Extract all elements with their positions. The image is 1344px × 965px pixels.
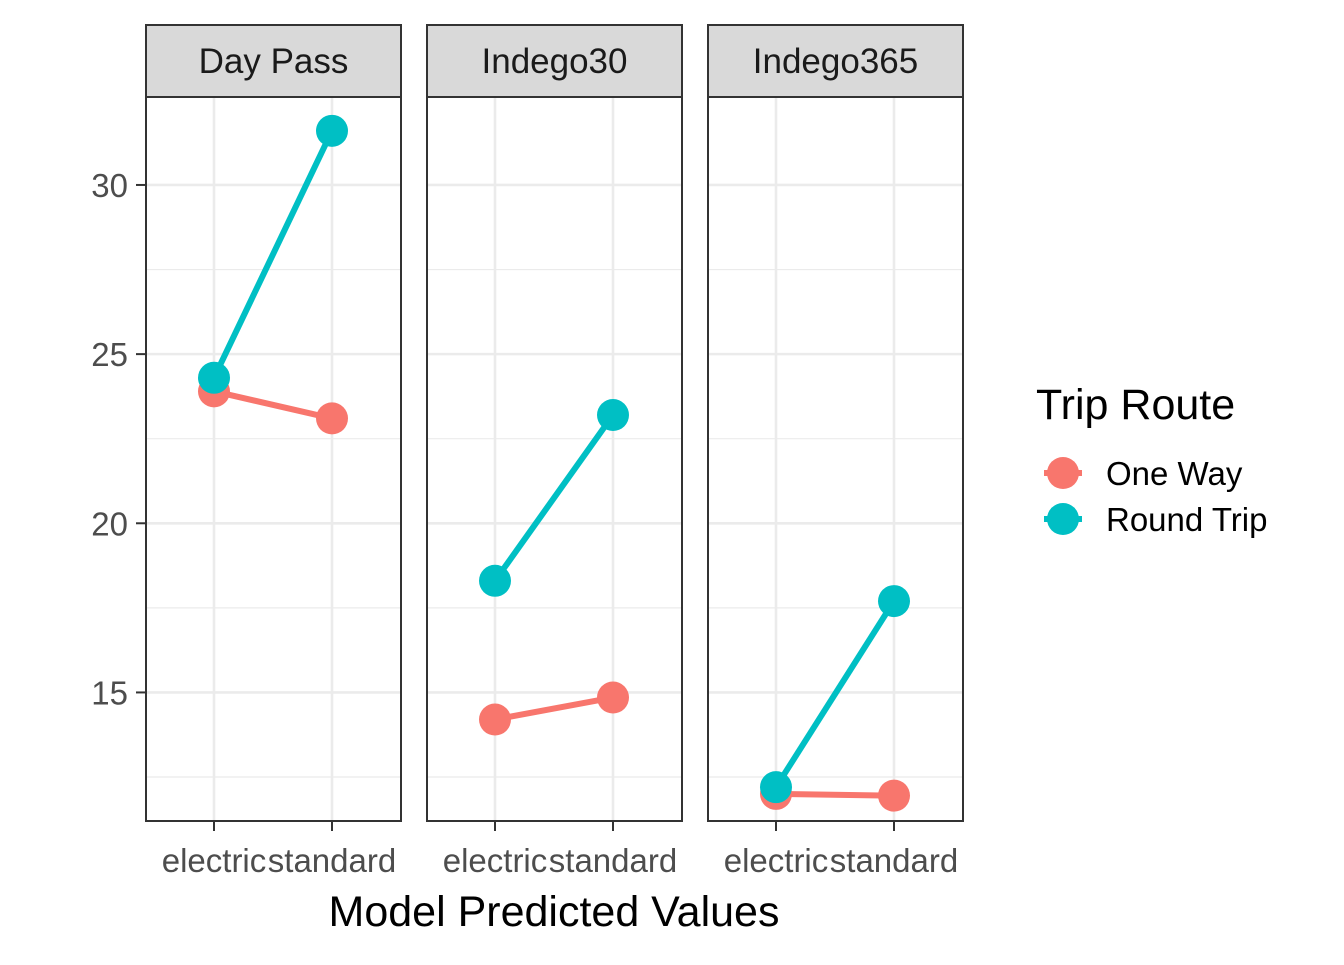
y-tick-label: 15 xyxy=(91,674,128,711)
facet-strip xyxy=(426,24,683,98)
series-line-round-trip xyxy=(492,413,616,583)
data-point-round-trip-standard xyxy=(597,399,629,432)
data-point-one-way-standard xyxy=(597,681,629,714)
facet-label: Indego365 xyxy=(753,42,918,81)
x-tick-label: standard xyxy=(549,842,677,879)
data-point-one-way-electric xyxy=(479,703,511,736)
y-tick-label: 20 xyxy=(91,505,128,542)
legend-title: Trip Route xyxy=(1036,381,1235,429)
data-point-round-trip-standard xyxy=(316,114,348,147)
legend-entry-label: Round Trip xyxy=(1106,501,1267,538)
x-tick-label: electric xyxy=(162,842,267,879)
panel-background xyxy=(146,97,401,821)
series-line-round-trip xyxy=(211,129,335,380)
x-tick-label: electric xyxy=(443,842,548,879)
y-tick-label: 30 xyxy=(91,167,128,204)
panel-background xyxy=(708,97,963,821)
x-tick-label: standard xyxy=(268,842,396,879)
facet-strip xyxy=(145,24,402,98)
series-line-one-way xyxy=(775,790,895,799)
legend-entry-label: One Way xyxy=(1106,455,1243,492)
series-line-one-way xyxy=(494,694,614,723)
x-tick-label: standard xyxy=(830,842,958,879)
panel-background xyxy=(427,97,682,821)
series-line-one-way xyxy=(213,388,333,422)
legend-key-point xyxy=(1047,457,1079,489)
series-line-round-trip xyxy=(773,599,897,789)
data-point-round-trip-electric xyxy=(760,771,792,804)
data-point-round-trip-electric xyxy=(479,564,511,597)
facet-label: Indego30 xyxy=(482,42,628,81)
legend-key-point xyxy=(1047,503,1079,535)
data-point-one-way-standard xyxy=(316,402,348,435)
data-point-round-trip-electric xyxy=(198,361,230,394)
x-tick-label: electric xyxy=(724,842,829,879)
facet-strip xyxy=(707,24,964,98)
facet-label: Day Pass xyxy=(199,42,349,81)
y-tick-label: 25 xyxy=(91,336,128,373)
x-axis-title: Model Predicted Values xyxy=(329,888,780,936)
data-point-round-trip-standard xyxy=(878,585,910,618)
data-point-one-way-standard xyxy=(878,779,910,812)
